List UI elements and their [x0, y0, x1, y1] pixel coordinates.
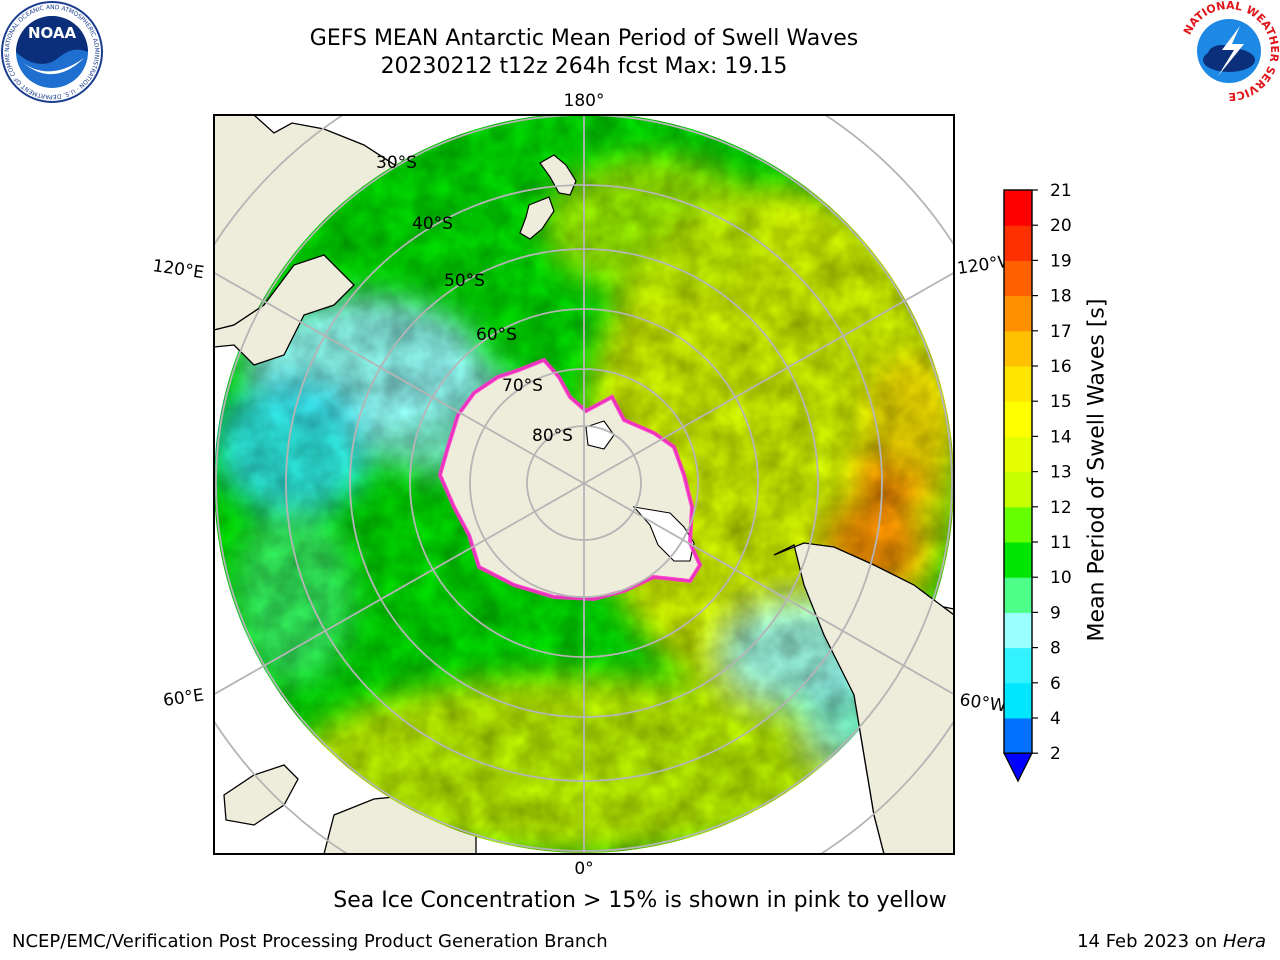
colorbar-tick-label: 17 [1050, 322, 1072, 342]
colorbar-segment [1004, 506, 1032, 543]
colorbar-segment [1004, 260, 1032, 297]
credit-text: NCEP/EMC/Verification Post Processing Pr… [12, 931, 608, 952]
colorbar-tick-label: 12 [1050, 498, 1072, 518]
colorbar-tick-label: 18 [1050, 287, 1072, 307]
lon-label-60e: 60°E [162, 685, 205, 710]
colorbar-segment [1004, 436, 1032, 473]
map-title: GEFS MEAN Antarctic Mean Period of Swell… [309, 26, 859, 51]
date-text: 14 Feb 2023 on Hera [1077, 931, 1266, 952]
date-prefix: 14 Feb 2023 on [1077, 931, 1223, 952]
map-subtitle: 20230212 t12z 264h fcst Max: 19.15 [380, 54, 788, 79]
colorbar-segment [1004, 647, 1032, 684]
colorbar-tick-label: 4 [1050, 709, 1061, 729]
colorbar-tick-label: 20 [1050, 216, 1072, 236]
lat-label-70s: 70°S [502, 376, 543, 396]
lon-label-180: 180° [564, 91, 605, 111]
colorbar: 2 4 6 8 9 10 11 12 13 14 15 16 17 18 19 20 21 [1003, 181, 1072, 783]
colorbar-tick-label: 19 [1050, 251, 1072, 271]
noaa-logo: NATIONAL OCEANIC AND ATMOSPHERIC ADMINIS… [0, 0, 103, 103]
colorbar-tick-label: 13 [1050, 463, 1072, 483]
continents [214, 154, 954, 854]
colorbar-tick-label: 2 [1050, 744, 1061, 764]
latitude-labels: 30°S 40°S 50°S 60°S 70°S 80°S [376, 153, 573, 446]
lat-label-80s: 80°S [532, 426, 573, 446]
colorbar-segment [1004, 542, 1032, 578]
colorbar-segment [1004, 330, 1032, 367]
colorbar-tick-label: 10 [1050, 568, 1072, 588]
colorbar-tick-label: 11 [1050, 533, 1072, 553]
colorbar-segment [1004, 612, 1032, 649]
colorbar-tick-label: 14 [1050, 427, 1072, 447]
lat-label-50s: 50°S [444, 271, 485, 291]
lat-label-60s: 60°S [476, 325, 517, 345]
colorbar-segment [1004, 682, 1032, 719]
lon-label-0: 0° [574, 859, 593, 879]
colorbar-tick-label: 6 [1050, 674, 1061, 694]
lon-label-120e: 120°E [151, 256, 205, 283]
noaa-logo-text: NOAA [28, 24, 77, 42]
colorbar-extend-arrow [1003, 752, 1033, 783]
colorbar-segment [1004, 295, 1032, 332]
colorbar-segment [1004, 225, 1032, 261]
lat-label-30s: 30°S [376, 153, 417, 173]
colorbar-tick-label: 15 [1050, 392, 1072, 412]
colorbar-label: Mean Period of Swell Waves [s] [1084, 298, 1110, 642]
map-frame [213, 114, 955, 855]
colorbar-segment [1004, 471, 1032, 508]
colorbar-segment [1004, 366, 1032, 402]
nws-logo: NATIONAL WEATHER SERVICE [1180, 0, 1280, 102]
lat-label-40s: 40°S [412, 214, 453, 234]
colorbar-segment [1004, 577, 1032, 613]
host-name: Hera [1222, 931, 1266, 952]
sea-ice-note: Sea Ice Concentration > 15% is shown in … [333, 888, 947, 913]
colorbar-segment [1004, 190, 1032, 226]
colorbar-segment [1004, 401, 1032, 437]
colorbar-tick-label: 9 [1050, 603, 1061, 623]
polar-map: 30°S 40°S 50°S 60°S 70°S 80°S 180° 0° 12… [151, 91, 1016, 879]
colorbar-segment [1004, 718, 1032, 754]
colorbar-tick-label: 8 [1050, 639, 1061, 659]
graticule [214, 115, 954, 854]
colorbar-tick-label: 21 [1050, 181, 1072, 201]
colorbar-tick-label: 16 [1050, 357, 1072, 377]
